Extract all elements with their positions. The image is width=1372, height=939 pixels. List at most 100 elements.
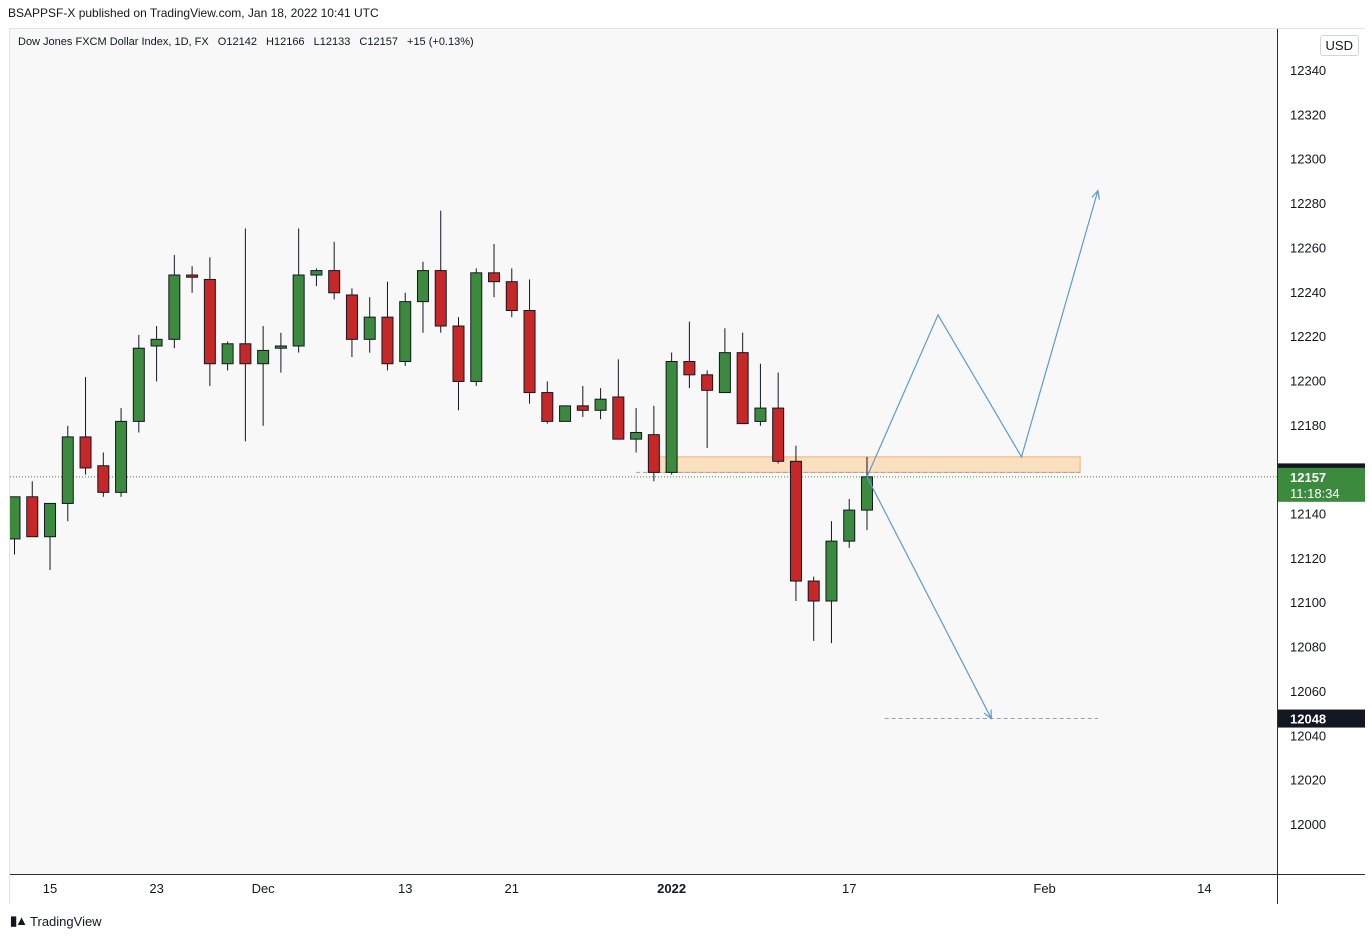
candle[interactable] bbox=[168, 255, 181, 349]
price-tick-label: 12100 bbox=[1290, 595, 1326, 610]
price-tick-label: 12320 bbox=[1290, 107, 1326, 122]
support-zone[interactable] bbox=[649, 456, 1081, 473]
candle[interactable] bbox=[399, 292, 412, 366]
candle[interactable] bbox=[434, 210, 447, 333]
candle-body bbox=[434, 270, 447, 327]
candle[interactable] bbox=[186, 266, 199, 293]
candle-body bbox=[772, 407, 785, 462]
candle[interactable] bbox=[26, 481, 39, 538]
candle[interactable] bbox=[257, 326, 270, 426]
candle[interactable] bbox=[825, 521, 838, 644]
candle-body bbox=[630, 431, 643, 440]
candle[interactable] bbox=[576, 385, 589, 417]
price-tick-label: 12220 bbox=[1290, 329, 1326, 344]
candle[interactable] bbox=[789, 445, 802, 602]
candle-body bbox=[541, 392, 554, 422]
candle[interactable] bbox=[239, 228, 252, 442]
candle-body bbox=[399, 301, 412, 363]
candle[interactable] bbox=[310, 268, 323, 287]
time-tick-label: Dec bbox=[252, 881, 276, 896]
candle[interactable] bbox=[754, 363, 767, 426]
candle[interactable] bbox=[203, 257, 216, 386]
candle[interactable] bbox=[274, 332, 287, 373]
candle[interactable] bbox=[772, 372, 785, 464]
candle[interactable] bbox=[132, 334, 145, 433]
time-tick-label: 13 bbox=[398, 881, 412, 896]
candle[interactable] bbox=[612, 359, 625, 440]
candle[interactable] bbox=[559, 405, 572, 422]
time-axis[interactable]: 15 23 Dec 13 21 2022 17 Feb 14 bbox=[10, 874, 1277, 904]
candle[interactable] bbox=[115, 408, 128, 497]
candle-body bbox=[860, 476, 873, 511]
candle[interactable] bbox=[328, 241, 341, 300]
candle[interactable] bbox=[541, 381, 554, 424]
plot-area[interactable] bbox=[8, 29, 1277, 864]
candle[interactable] bbox=[381, 281, 394, 371]
candle[interactable] bbox=[61, 425, 74, 522]
candle-body bbox=[221, 343, 234, 365]
time-tick-label: 17 bbox=[842, 881, 856, 896]
candle[interactable] bbox=[701, 370, 714, 448]
candle[interactable] bbox=[221, 341, 234, 371]
axis-corner[interactable] bbox=[1277, 874, 1365, 904]
candle[interactable] bbox=[97, 452, 110, 497]
legend-symbol: Dow Jones FXCM Dollar Index, 1D, FX bbox=[18, 36, 209, 48]
candle[interactable] bbox=[452, 317, 465, 411]
price-tick-label: 12200 bbox=[1290, 373, 1326, 388]
candle[interactable] bbox=[647, 405, 660, 482]
candlestick-plot[interactable] bbox=[8, 29, 1277, 864]
time-tick-label: 15 bbox=[43, 881, 57, 896]
price-tick-label: 12300 bbox=[1290, 152, 1326, 167]
candle-body bbox=[381, 316, 394, 365]
candle-body bbox=[150, 338, 163, 347]
candle-body bbox=[61, 436, 74, 504]
svg-text:12048: 12048 bbox=[1290, 712, 1326, 727]
price-axis[interactable]: 12000 12020 12040 12060 12080 12100 12120 12140… bbox=[1277, 29, 1365, 874]
candle[interactable] bbox=[630, 408, 643, 453]
candle[interactable] bbox=[523, 279, 536, 404]
candle[interactable] bbox=[150, 326, 163, 382]
candle-body bbox=[8, 496, 21, 540]
candle-body bbox=[488, 272, 501, 283]
candle[interactable] bbox=[718, 328, 731, 394]
candle[interactable] bbox=[470, 268, 483, 386]
candle[interactable] bbox=[345, 288, 358, 358]
candle-body bbox=[523, 310, 536, 394]
publisher-credit: BSAPPSF-X published on TradingView.com, … bbox=[8, 6, 379, 20]
chart-frame[interactable]: Dow Jones FXCM Dollar Index, 1D, FX O121… bbox=[8, 28, 1365, 904]
projection-down-arrow[interactable] bbox=[866, 476, 992, 719]
tradingview-footer[interactable]: ▮▲ TradingView bbox=[10, 913, 102, 929]
candle[interactable] bbox=[44, 502, 57, 570]
candle-body bbox=[44, 502, 57, 538]
candle-body bbox=[718, 352, 731, 394]
candle[interactable] bbox=[807, 576, 820, 641]
candle[interactable] bbox=[79, 377, 92, 475]
candle[interactable] bbox=[416, 261, 429, 333]
legend-high: H12166 bbox=[266, 36, 305, 48]
candle[interactable] bbox=[683, 321, 696, 389]
projection-up-arrow[interactable] bbox=[866, 190, 1099, 478]
candle-body bbox=[789, 460, 802, 582]
currency-button[interactable]: USD bbox=[1319, 35, 1359, 56]
candle[interactable] bbox=[736, 332, 749, 425]
candle[interactable] bbox=[363, 297, 376, 353]
candle[interactable] bbox=[665, 352, 678, 475]
candle-body bbox=[736, 352, 749, 425]
candle[interactable] bbox=[292, 228, 305, 353]
candle[interactable] bbox=[488, 243, 501, 298]
price-tick-label: 12260 bbox=[1290, 240, 1326, 255]
candle[interactable] bbox=[594, 388, 607, 420]
time-axis-labels: 15 23 Dec 13 21 2022 17 Feb 14 bbox=[43, 881, 1212, 896]
candle[interactable] bbox=[843, 499, 856, 548]
candle-body bbox=[576, 405, 589, 411]
candle-body bbox=[416, 270, 429, 303]
projection-down-arrow-arrowhead bbox=[983, 709, 992, 720]
price-badge-12048: 12048 bbox=[1278, 709, 1365, 728]
candle-body bbox=[79, 436, 92, 469]
price-axis-labels: 12000 12020 12040 12060 12080 12100 12120 12140… bbox=[1278, 63, 1365, 832]
price-tick-label: 12180 bbox=[1290, 418, 1326, 433]
candle[interactable] bbox=[8, 496, 21, 555]
candle[interactable] bbox=[505, 268, 518, 318]
candle-body bbox=[168, 274, 181, 340]
